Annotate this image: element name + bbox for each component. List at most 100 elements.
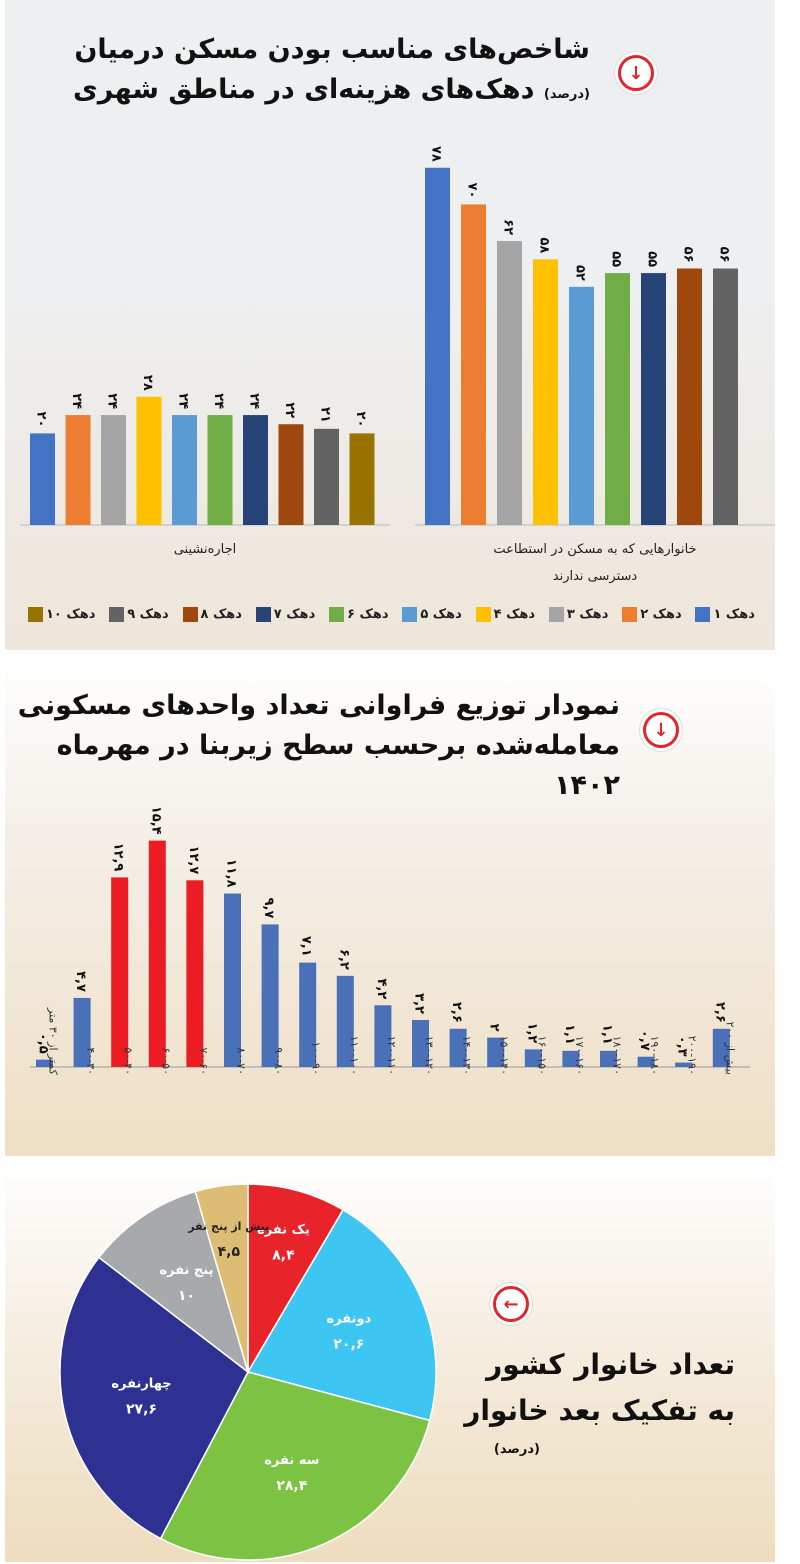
chart1-value-label: ۲۰ <box>34 412 49 428</box>
legend-item: دهک ۴ <box>473 607 535 622</box>
pie-slice-value: ۴,۵ <box>218 1244 241 1260</box>
chart1-value-label: ۵۸ <box>537 237 552 253</box>
chart1-value-label: ۲۴ <box>247 393 262 409</box>
chart1-value-label: ۶۲ <box>501 219 516 235</box>
chart1-bar <box>65 415 91 525</box>
chart1-category-label: خانوارهایی که به مسکن در استطاعت <box>493 542 696 557</box>
chart1-value-label: ۵۵ <box>645 251 660 267</box>
legend-label: دهک ۹ <box>127 607 169 622</box>
chart1-value-label: ۵۲ <box>573 265 588 281</box>
legend-swatch <box>28 607 43 622</box>
legend-item: دهک ۱ <box>692 607 755 622</box>
chart1-bar <box>243 415 268 525</box>
chart2-bar <box>449 1028 467 1067</box>
chart1-value-label: ۲۸ <box>140 375 155 391</box>
chart2-category-label: ۴۰-۳۰ <box>84 1047 97 1075</box>
legend-label: دهک ۲ <box>640 607 682 622</box>
chart1-bar <box>641 273 666 525</box>
legend-label: دهک ۳ <box>566 607 609 622</box>
chart2-category-label: ۱۴۰-۱۳۰ <box>460 1036 473 1075</box>
pie-slice-value: ۱۰ <box>178 1288 195 1304</box>
pie-slice-value: ۲۰,۶ <box>333 1337 364 1353</box>
chart1-bar <box>569 286 594 525</box>
legend-label: دهک ۷ <box>273 607 316 622</box>
chart2-value-label: ۱۵,۴ <box>148 806 163 835</box>
chart2-title-line1: نمودار توزیع فراوانی تعداد واحدهای مسکون… <box>17 690 620 721</box>
chart2-value-label: ۱۲,۹ <box>111 843 126 872</box>
chart1-value-label: ۲۲ <box>282 402 297 418</box>
chart2-value-label: ۷,۱ <box>299 936 314 957</box>
chart1-bar <box>677 268 702 525</box>
chart2-value-label: ۰,۳ <box>675 1036 690 1057</box>
chart2-category-label: ۱۷۰-۱۶۰ <box>573 1036 586 1075</box>
legend-label: دهک ۱۰ <box>46 607 96 622</box>
chart1-bar <box>101 415 126 525</box>
chart1-title-line2: دهک‌های هزینه‌ای در مناطق شهری <box>73 74 535 105</box>
chart2-bar <box>487 1037 505 1067</box>
chart3-title-line2: به تفکیک بعد خانوار <box>464 1394 735 1427</box>
pie-slice-name: بیش از پنج نفر <box>187 1220 269 1233</box>
legend-label: دهک ۸ <box>200 607 242 622</box>
legend-swatch <box>255 607 271 622</box>
pie-slice-value: ۲۸,۴ <box>276 1478 307 1494</box>
chart2-bar <box>600 1050 617 1067</box>
chart1-bar <box>533 259 558 525</box>
chart1-value-label: ۵۶ <box>717 247 732 263</box>
legend-swatch <box>695 607 711 622</box>
pie-slice-name: سه نفره <box>264 1453 319 1468</box>
chart2-category-label: ۱۰۰-۹۰ <box>310 1041 323 1075</box>
chart2-category-label: ۸۰-۷۰ <box>235 1047 248 1075</box>
chart2-value-label: ۰,۵ <box>36 1033 51 1054</box>
pie-slice-value: ۸,۴ <box>272 1247 295 1263</box>
legend-item: دهک ۸ <box>180 607 242 622</box>
chart1-value-label: ۲۴ <box>176 393 191 409</box>
chart2-value-label: ۲,۶ <box>712 1002 727 1023</box>
chart1-title-line1: شاخص‌های مناسب بودن مسکن درمیان <box>74 34 590 65</box>
chart2-category-label: ۱۲۰-۱۱۰ <box>385 1036 398 1075</box>
legend-item: دهک ۵ <box>399 607 462 622</box>
legend-item: دهک ۱۰ <box>25 607 95 622</box>
chart1-value-label: ۷۰ <box>465 183 480 199</box>
chart1-title: شاخص‌های مناسب بودن مسکن درمیان (درصد) د… <box>73 30 590 115</box>
chart1-value-label: ۲۴ <box>69 393 84 409</box>
chart2-bar <box>299 962 317 1067</box>
pie-slice-name: دونفره <box>326 1312 371 1327</box>
chart1-value-label: ۲۰ <box>353 412 368 428</box>
pie-slice <box>97 1190 250 1374</box>
chart2-bar <box>36 1059 53 1067</box>
chart2-category-label: بیش از ۲۰۰ <box>723 1021 736 1075</box>
chart2-value-label: ۶,۲ <box>336 949 351 970</box>
chart3-unit: (درصد) <box>493 1442 540 1457</box>
chart1-value-label: ۵۵ <box>609 251 624 267</box>
chart2-bar <box>186 880 204 1067</box>
chart1-bar <box>497 241 522 526</box>
chart1-value-label: ۲۴ <box>105 393 120 409</box>
chart2-category-label: ۵۰-۴۰ <box>122 1047 135 1075</box>
chart2-value-label: ۲ <box>487 1024 502 1032</box>
chart3-title: تعداد خانوار کشور به تفکیک بعد خانوار (د… <box>464 1342 735 1460</box>
chart2-category-label: ۶۰-۵۰ <box>159 1047 172 1075</box>
chart1-category-label: دسترسی ندارند <box>553 569 638 584</box>
legend-item: دهک ۶ <box>326 607 389 622</box>
chart2-category-label: ۱۱۰-۱۰۰ <box>347 1036 360 1075</box>
chart2-value-label: ۴,۲ <box>374 978 389 999</box>
chart1-bar <box>136 396 162 525</box>
legend-swatch <box>548 607 564 622</box>
legend-swatch <box>622 607 638 622</box>
legend-item: دهک ۷ <box>253 607 315 622</box>
chart1-bar <box>425 167 450 525</box>
chart2-bar <box>73 997 91 1067</box>
pie-slice-value: ۲۷,۶ <box>126 1401 157 1417</box>
chart1-value-label: ۲۱ <box>318 407 333 423</box>
arrow-left-circle-icon: ← <box>493 1286 529 1322</box>
chart2-value-label: ۱,۱ <box>600 1024 615 1045</box>
chart2-bar <box>637 1056 655 1067</box>
chart2-bar <box>675 1062 693 1067</box>
chart1-bar <box>713 268 738 525</box>
pie-slice <box>247 1183 345 1375</box>
chart2-value-label: ۱۱,۸ <box>224 859 239 888</box>
chart2-category-label: کمتر از ۳۰ متر <box>47 1007 60 1076</box>
chart2-bar <box>148 840 166 1067</box>
legend-item: دهک ۳ <box>546 607 608 622</box>
